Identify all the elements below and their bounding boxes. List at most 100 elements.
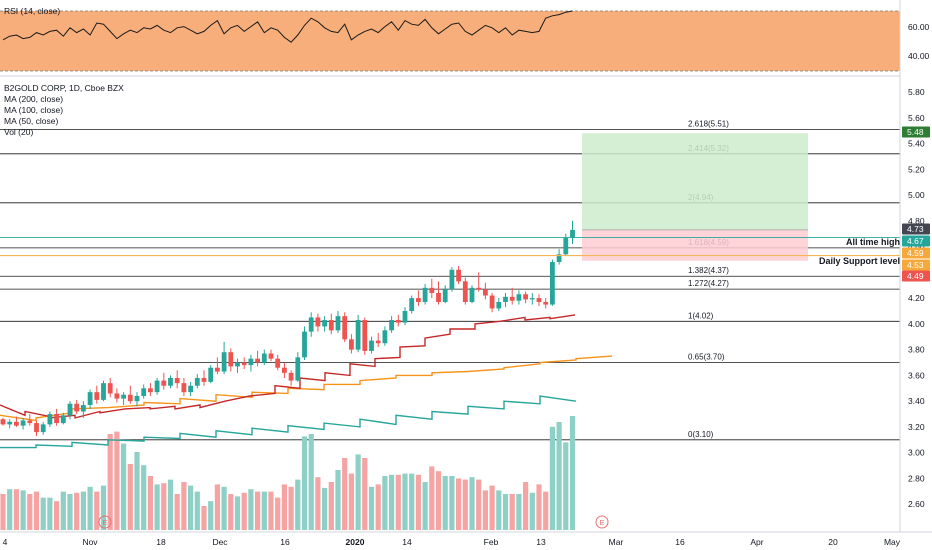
horizontal-levels <box>0 237 900 257</box>
time-tick: Feb <box>484 537 499 547</box>
volume-bar <box>80 491 86 530</box>
fib-label: 0.65(3.70) <box>688 353 725 362</box>
candle-body <box>436 292 441 302</box>
time-axis[interactable]: 4 Nov 18 Dec 16 2020 14 Feb 13 Mar 16 Apr 20 May <box>3 537 901 547</box>
price-axis[interactable]: 5.805.605.405.205.004.804.604.404.204.00… <box>902 87 930 509</box>
price-tick: 2.60 <box>908 499 925 509</box>
time-tick: 20 <box>828 537 838 547</box>
candle-body <box>47 414 53 425</box>
volume-bar <box>536 484 542 530</box>
earnings-marker-circle-2[interactable] <box>595 515 609 529</box>
volume-bar <box>20 490 26 530</box>
volume-bar <box>40 497 46 530</box>
earnings-marker-2[interactable]: E <box>599 518 604 527</box>
candle-body <box>503 296 508 302</box>
volume-bar <box>462 479 468 530</box>
volume-bar <box>368 486 375 530</box>
candle-body <box>14 421 19 426</box>
volume-bar <box>476 479 482 530</box>
candle-body <box>476 287 482 290</box>
all-time-high-label: All time high <box>846 237 900 247</box>
rsi-tick-60: 60.00 <box>908 22 930 32</box>
volume-bar <box>100 485 107 530</box>
candle-body <box>282 367 287 373</box>
earnings-marker-1[interactable]: E <box>102 518 107 527</box>
rsi-line <box>2 10 573 43</box>
ma100-line <box>0 355 613 422</box>
volume-bar <box>375 484 381 530</box>
time-tick: 16 <box>280 537 290 547</box>
candle-body <box>215 367 220 372</box>
volume-bar <box>516 494 522 530</box>
volume-bar <box>194 491 200 530</box>
fib-label: 0(3.10) <box>688 430 714 439</box>
candle-body <box>409 298 415 311</box>
price-tag: 4.59 <box>907 248 924 258</box>
fib-label: 1(4.02) <box>688 311 714 320</box>
volume-bar <box>362 458 368 530</box>
price-tick: 3.60 <box>908 370 925 380</box>
volume-bar <box>543 491 549 530</box>
candle-body <box>395 320 401 323</box>
volume-bar <box>549 426 555 530</box>
price-tag: 4.49 <box>907 271 924 281</box>
candle-body <box>489 295 495 309</box>
price-tick: 2.80 <box>908 473 925 483</box>
candle-body <box>483 289 488 296</box>
time-tick: 14 <box>402 537 412 547</box>
candle-body <box>221 352 227 372</box>
fib-label: 1.382(4.37) <box>688 266 729 275</box>
volume-bar <box>482 490 488 530</box>
candle-body <box>529 298 535 300</box>
time-tick: Nov <box>82 537 98 547</box>
earnings-markers[interactable]: E E <box>98 515 609 529</box>
earnings-marker-circle-1[interactable] <box>98 515 112 529</box>
price-tick: 3.20 <box>908 422 925 432</box>
candle-body <box>462 281 468 302</box>
volume-bar <box>27 494 33 530</box>
moving-averages <box>0 314 613 449</box>
candle-body <box>369 340 374 351</box>
candle-body <box>362 320 368 351</box>
volume-bar <box>248 489 254 530</box>
candle-body <box>563 237 569 255</box>
volume-bars <box>0 416 576 530</box>
volume-bar <box>188 485 194 530</box>
price-tick: 3.80 <box>908 345 925 355</box>
candle-body <box>355 320 361 350</box>
candle-body <box>456 269 461 282</box>
candle-body <box>81 405 86 412</box>
candle-body <box>570 229 575 238</box>
candle-body <box>449 269 455 290</box>
candle-body <box>235 362 240 367</box>
candle-body <box>67 403 73 416</box>
candle-body <box>181 383 187 393</box>
rsi-label: RSI (14, close) <box>4 6 60 16</box>
fibonacci-levels: 2.618(5.51)2.414(5.32)2(4.94)1.618(4.59)… <box>0 119 900 441</box>
volume-bar <box>496 490 502 530</box>
price-tick: 4.00 <box>908 319 925 329</box>
volume-bar <box>107 434 113 530</box>
volume-bar <box>449 476 455 530</box>
volume-bar <box>415 474 421 530</box>
volume-bar <box>0 494 6 530</box>
candle-body <box>523 294 528 300</box>
volume-bar <box>7 489 13 530</box>
volume-bar <box>301 436 308 530</box>
volume-bar <box>355 454 361 530</box>
price-tick: 4.80 <box>908 216 925 226</box>
price-tick: 5.80 <box>908 87 925 97</box>
rsi-band <box>0 11 900 71</box>
candle-body <box>0 419 6 425</box>
candle-body <box>261 353 267 363</box>
profit-zone <box>582 133 808 230</box>
position-zones <box>582 133 808 261</box>
candle-body <box>20 420 26 426</box>
candle-body <box>402 311 408 323</box>
volume-bar <box>214 484 220 530</box>
volume-bar <box>167 479 174 530</box>
price-tag: 4.67 <box>907 236 924 246</box>
time-tick: May <box>884 537 901 547</box>
price-tag-bg <box>902 247 930 259</box>
